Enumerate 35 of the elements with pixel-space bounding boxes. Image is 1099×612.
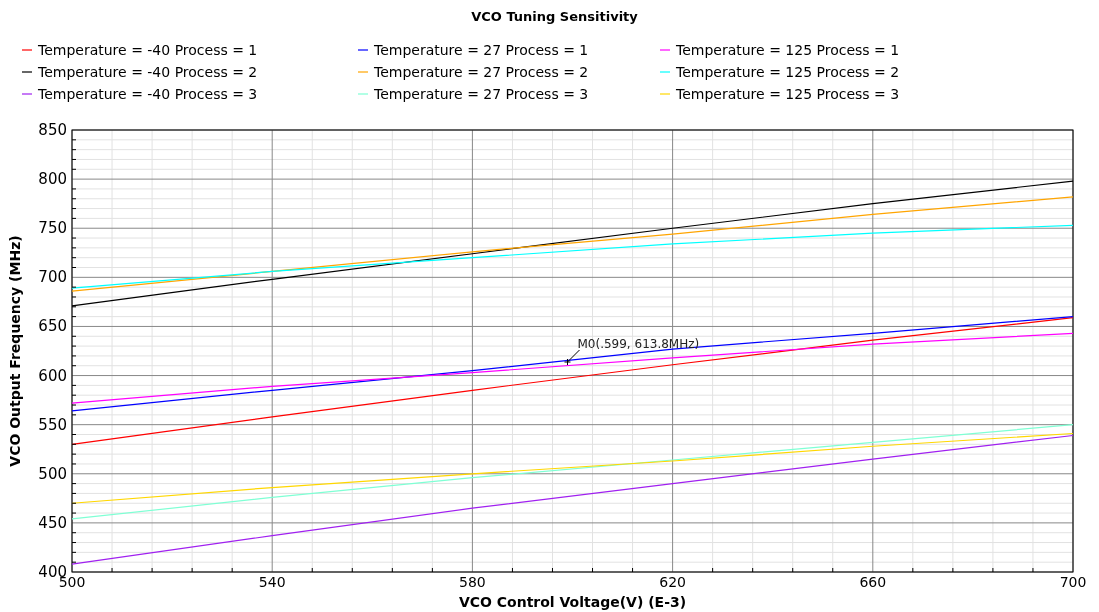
legend-label: Temperature = 125 Process = 3 — [675, 86, 900, 102]
line-series — [71, 432, 1074, 504]
legend-label: Temperature = 125 Process = 2 — [675, 64, 900, 80]
y-tick-label: 450 — [38, 513, 67, 532]
x-tick-label: 700 — [1059, 574, 1087, 590]
line-series — [71, 224, 1074, 289]
y-tick-label: 600 — [38, 366, 67, 385]
legend-label: Temperature = -40 Process = 3 — [37, 86, 258, 102]
line-series — [71, 316, 1074, 412]
legend-label: Temperature = 27 Process = 1 — [373, 42, 589, 58]
legend-label: Temperature = 27 Process = 3 — [373, 86, 589, 102]
x-tick-label: 620 — [659, 574, 686, 590]
y-axis-title: VCO Output Frequency (MHz) — [7, 235, 23, 467]
x-tick-label: 660 — [859, 574, 887, 590]
chart-title: VCO Tuning Sensitivity — [471, 9, 639, 24]
y-tick-label: 800 — [38, 170, 67, 189]
annotation: M0(.599, 613.8MHz) — [577, 337, 700, 351]
y-tick-label: 650 — [38, 317, 67, 336]
line-series — [71, 317, 1074, 445]
legend-label: Temperature = 27 Process = 2 — [373, 64, 589, 80]
line-series — [71, 434, 1074, 565]
y-tick-label: 850 — [38, 121, 67, 139]
line-series — [71, 196, 1074, 292]
x-axis-title: VCO Control Voltage(V) (E-3) — [458, 594, 687, 610]
line-series — [71, 332, 1074, 404]
y-tick-label: 500 — [38, 464, 67, 483]
y-tick-label: 750 — [38, 219, 67, 238]
y-tick-label: 550 — [38, 415, 67, 434]
y-tick-label: 700 — [38, 268, 67, 287]
x-tick-label: 540 — [258, 574, 286, 590]
legend-label: Temperature = 125 Process = 1 — [675, 42, 900, 58]
legend-label: Temperature = -40 Process = 2 — [37, 64, 258, 80]
legend-label: Temperature = -40 Process = 1 — [37, 42, 258, 58]
line-series — [71, 424, 1074, 520]
x-tick-label: 580 — [459, 574, 486, 590]
